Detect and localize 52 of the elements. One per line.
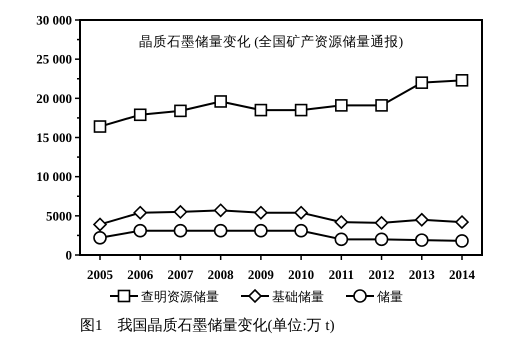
point [93,230,107,245]
point [254,224,268,238]
point [374,232,388,246]
x-tick-label: 2007 [167,267,194,282]
point [456,74,468,87]
y-tick-label: 30 000 [36,12,72,28]
point [134,108,147,122]
y-tick-label: 5000 [46,208,72,224]
point [174,104,187,118]
caption: 图1 我国晶质石墨储量变化(单位:万 t) [80,317,335,334]
y-tick-label: 25 000 [36,52,72,67]
point [374,216,388,230]
point [294,206,308,220]
point [214,204,228,218]
y-tick-label: 10 000 [36,169,72,184]
point [93,218,107,232]
point [415,76,428,89]
x-tick-label: 2013 [408,267,436,282]
point [294,104,308,116]
point [174,205,188,219]
point [455,234,469,248]
x-tick-label: 2010 [288,267,314,282]
x-tick-label: 2009 [248,267,274,282]
x-tick-label: 2005 [87,267,114,282]
point [174,224,188,238]
x-tick-label: 2006 [127,267,154,282]
point [414,233,429,247]
point [375,99,388,112]
x-tick-label: 2014 [449,267,476,282]
point [414,212,429,227]
point [133,224,148,238]
legend-label: 查明资源储量 [141,289,219,304]
point [334,215,348,229]
text: 晶质石墨储量变化 (全国矿产资源储量通报) [138,34,404,49]
y-tick-label: 0 [66,248,72,262]
point [214,95,227,108]
point [133,206,148,220]
y-tick-label: 15 000 [36,130,72,145]
point [254,206,268,220]
x-tick-label: 2008 [208,267,234,282]
y-tick-label: 20 000 [36,90,72,106]
x-tick-label: 2012 [368,267,395,282]
point [335,99,348,112]
point [214,224,228,238]
point [254,104,268,116]
point [334,232,348,246]
legend-label: 储量 [377,289,403,304]
point [455,215,469,229]
legend-label: 基础储量 [272,289,324,304]
x-tick-label: 2011 [328,267,354,282]
point [294,224,308,238]
point [94,120,106,133]
